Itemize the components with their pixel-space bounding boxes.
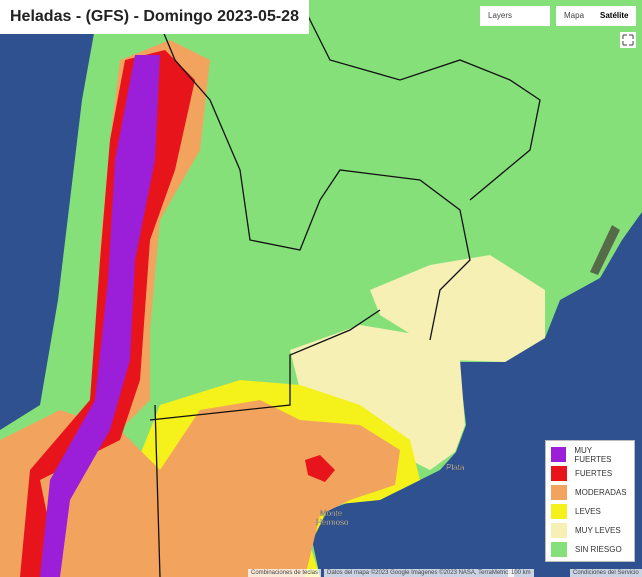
satellite-button[interactable]: Satélite xyxy=(592,6,636,26)
legend-item: MODERADAS xyxy=(551,483,629,502)
legend-swatch xyxy=(551,523,567,538)
legend-label: SIN RIESGO xyxy=(575,545,622,554)
border xyxy=(149,0,471,341)
zone-muy-leves xyxy=(290,325,465,470)
legend-item: MUY LEVES xyxy=(551,521,629,540)
borders xyxy=(149,0,541,577)
legend-label: LEVES xyxy=(575,507,601,516)
border xyxy=(149,309,381,421)
legend-swatch xyxy=(551,504,567,519)
place-label: Monte xyxy=(320,509,343,518)
map-title: Heladas - (GFS) - Domingo 2023-05-28 xyxy=(0,0,309,34)
legend-item: MUY FUERTES xyxy=(551,445,629,464)
fullscreen-icon xyxy=(622,34,634,46)
fullscreen-button[interactable] xyxy=(620,32,636,48)
map-button[interactable]: Mapa xyxy=(556,6,592,26)
footer-scale: 100 km xyxy=(508,569,534,577)
place-label: Hermoso xyxy=(316,518,349,527)
legend-label: MODERADAS xyxy=(575,488,627,497)
place-label: Plata xyxy=(446,463,465,472)
zone-muy-fuertes xyxy=(40,55,160,577)
lagoon xyxy=(590,225,620,275)
legend-item: LEVES xyxy=(551,502,629,521)
legend-item: SIN RIESGO xyxy=(551,540,629,559)
legend-swatch xyxy=(551,447,567,462)
legend-label: MUY LEVES xyxy=(575,526,621,535)
legend: MUY FUERTES FUERTES MODERADAS LEVES MUY LEVE… xyxy=(545,440,635,562)
zone-fuertes xyxy=(305,455,335,482)
footer-terms[interactable]: Condiciones del Servicio xyxy=(570,569,642,577)
border xyxy=(299,0,541,201)
border xyxy=(154,404,161,577)
legend-swatch xyxy=(551,466,567,481)
legend-swatch xyxy=(551,485,567,500)
layers-button[interactable]: Layers xyxy=(480,6,550,26)
zone-muy-leves xyxy=(370,255,545,362)
legend-label: MUY FUERTES xyxy=(574,445,612,464)
legend-label: FUERTES xyxy=(575,469,613,478)
footer-shortcuts[interactable]: Combinaciones de teclas xyxy=(248,569,322,577)
legend-item: FUERTES xyxy=(551,464,629,483)
footer-attribution: Datos del mapa ©2023 Google Imágenes ©20… xyxy=(324,569,515,577)
legend-swatch xyxy=(551,542,567,557)
